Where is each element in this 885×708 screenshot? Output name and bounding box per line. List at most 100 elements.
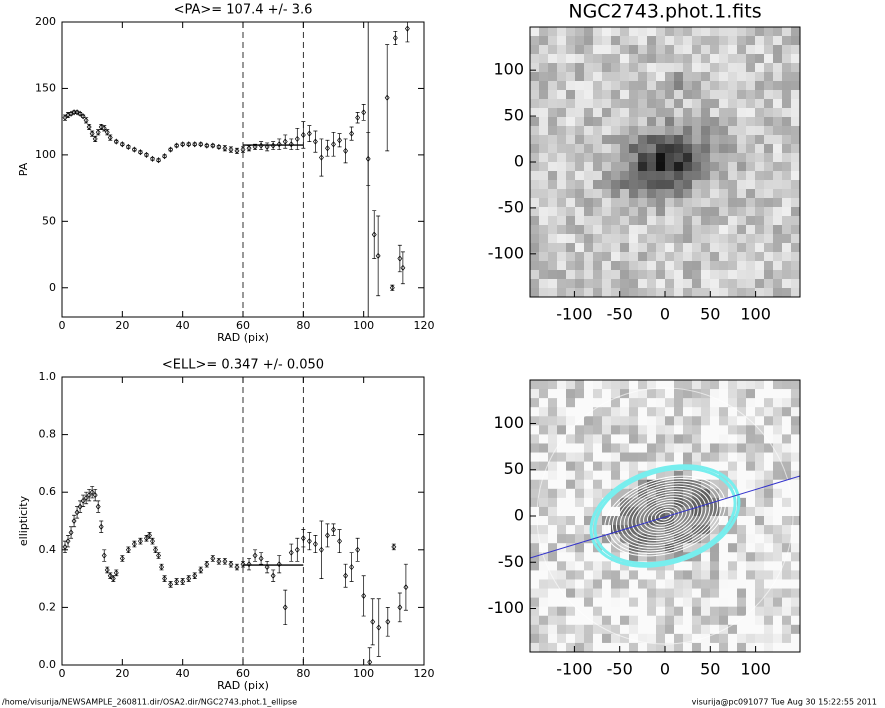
pixel <box>692 207 702 217</box>
x-tick-label: 40 <box>176 319 190 332</box>
pixel <box>674 425 684 435</box>
pixel <box>611 561 621 571</box>
pixel <box>764 633 774 644</box>
pixel <box>638 279 648 289</box>
pixel <box>647 642 657 653</box>
data-point <box>376 624 382 631</box>
pixel <box>692 552 702 562</box>
pixel <box>629 243 639 253</box>
pixel <box>755 27 765 37</box>
pixel <box>782 261 792 271</box>
pixel <box>539 216 549 226</box>
pixel <box>665 63 675 73</box>
pixel <box>701 597 711 608</box>
pixel <box>602 516 612 526</box>
error-bar <box>405 21 410 43</box>
pixel <box>566 525 576 535</box>
pixel <box>593 389 603 399</box>
pixel <box>719 81 729 91</box>
pixel <box>611 162 621 172</box>
pixel <box>566 642 576 653</box>
pixel <box>782 135 792 145</box>
pixel <box>701 279 711 289</box>
pixel <box>620 189 630 199</box>
pixel <box>656 99 666 109</box>
pixel <box>638 108 648 118</box>
pixel <box>584 497 594 508</box>
pixel <box>647 243 657 253</box>
pixel <box>710 389 720 399</box>
pixel <box>575 570 585 580</box>
pixel <box>620 153 630 163</box>
pixel <box>683 225 693 235</box>
pixel <box>755 288 765 298</box>
pixel <box>620 36 630 46</box>
pixel <box>692 389 702 399</box>
error-bar <box>372 210 377 259</box>
pixel <box>764 45 774 55</box>
pixel <box>692 561 702 571</box>
pixel <box>683 108 693 118</box>
pixel <box>719 416 729 426</box>
data-point <box>168 581 174 588</box>
pixel <box>620 407 630 417</box>
pixel <box>629 270 639 280</box>
pixel <box>593 126 603 136</box>
pixel <box>611 452 621 463</box>
pixel <box>782 216 792 226</box>
pixel <box>674 624 684 635</box>
pixel <box>602 198 612 208</box>
pixel <box>755 234 765 244</box>
pixel <box>746 642 756 653</box>
pixel <box>701 135 711 145</box>
pixel <box>656 72 666 82</box>
pixel <box>575 615 585 626</box>
pixel <box>755 380 765 390</box>
pixel <box>701 45 711 55</box>
pixel <box>665 407 675 417</box>
pixel <box>593 198 603 208</box>
pixel <box>611 144 621 154</box>
pixel <box>701 561 711 571</box>
pixel <box>611 54 621 64</box>
isophote <box>658 511 672 521</box>
error-bar <box>397 244 402 273</box>
x-tick-label: 100 <box>740 660 771 679</box>
error-bar <box>90 486 95 499</box>
pixel <box>557 597 567 608</box>
pixel <box>584 633 594 644</box>
pixel <box>791 108 801 118</box>
pixel <box>539 570 549 580</box>
error-bar <box>355 112 360 124</box>
pixel <box>683 27 693 37</box>
pixel <box>647 63 657 73</box>
pixel <box>701 615 711 626</box>
pixel <box>764 117 774 127</box>
pixel <box>764 36 774 46</box>
pixel <box>566 497 576 508</box>
pixel <box>692 162 702 172</box>
pixel <box>764 416 774 426</box>
pixel <box>548 27 558 37</box>
pixel <box>665 588 675 599</box>
pixel <box>755 108 765 118</box>
pixel <box>719 561 729 571</box>
pixel <box>665 443 675 454</box>
pixel <box>755 36 765 46</box>
pixel <box>773 207 783 217</box>
pixel <box>638 117 648 127</box>
pixel <box>539 117 549 127</box>
pixel <box>674 45 684 55</box>
pixel <box>782 81 792 91</box>
pixel <box>728 543 738 553</box>
pixel <box>656 135 666 145</box>
pixel <box>611 624 621 635</box>
pixel <box>530 425 540 435</box>
data-point <box>325 532 330 539</box>
pixel <box>764 216 774 226</box>
pixel <box>701 81 711 91</box>
pixel <box>647 443 657 454</box>
pixel <box>737 288 747 298</box>
y-tick-label: 0 <box>514 506 524 525</box>
pixel <box>701 117 711 127</box>
